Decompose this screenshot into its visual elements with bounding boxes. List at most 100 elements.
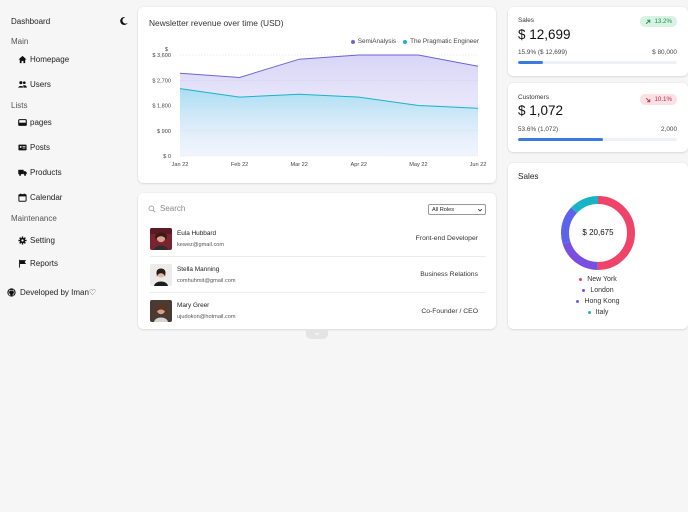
- progress-fill: [518, 61, 544, 64]
- section-maintenance: Maintenance: [11, 214, 57, 223]
- role-filter-value: All Roles: [432, 206, 455, 213]
- legend-label: The Pragmatic Engineer: [410, 38, 479, 45]
- sidebar-item-products[interactable]: Products: [18, 166, 62, 178]
- legend-label: New York: [587, 276, 617, 283]
- avatar: [150, 300, 172, 322]
- progress-text: 15.9% ($ 12,699): [518, 49, 568, 56]
- search-input[interactable]: [160, 204, 310, 213]
- x-tick-label: May 22: [409, 162, 427, 168]
- chart-legend: SemiAnalysis The Pragmatic Engineer: [350, 38, 479, 45]
- donut-segment[interactable]: [561, 196, 635, 270]
- sidebar-item-label: Setting: [30, 235, 55, 245]
- legend-label: Italy: [595, 309, 609, 316]
- sidebar-item-calendar[interactable]: Calendar: [18, 191, 62, 203]
- x-tick-label: Jun 22: [470, 162, 487, 168]
- developer-credit[interactable]: Developed by Iman♡: [7, 288, 96, 297]
- progress-bar: [518, 61, 677, 64]
- progress-fill: [518, 138, 604, 141]
- legend-item[interactable]: The Pragmatic Engineer: [403, 38, 479, 45]
- target-value: 2,000: [661, 126, 677, 133]
- donut-legend-item: Italy: [508, 309, 688, 316]
- customers-stat-card: Customers $ 1,072 10.1% 53.6% (1,072) 2,…: [508, 83, 688, 152]
- target-value: $ 80,000: [652, 49, 677, 56]
- sidebar-item-label: Reports: [30, 258, 59, 268]
- x-tick-label: Feb 22: [231, 162, 248, 168]
- sidebar-item-label: Posts: [30, 142, 51, 152]
- series-line: [179, 88, 479, 109]
- sales-stat-card: Sales $ 12,699 13.2% 15.9% ($ 12,699) $ …: [508, 7, 688, 76]
- stat-value: $ 1,072: [518, 103, 564, 118]
- chevron-down-icon: [314, 332, 320, 336]
- sidebar-item-setting[interactable]: Setting: [18, 234, 55, 246]
- role-filter-select[interactable]: All Roles: [428, 204, 486, 215]
- y-tick-label: $ 1,800: [152, 104, 171, 110]
- x-tick-label: Mar 22: [290, 162, 307, 168]
- section-lists: Lists: [11, 101, 28, 110]
- truck-icon: [18, 168, 27, 177]
- status-badge: 13.2%: [640, 16, 677, 27]
- y-tick-label: $ 2,700: [152, 78, 171, 84]
- table-row[interactable]: Eula Hubbard kewez@gmail.com Front-end D…: [150, 221, 486, 257]
- user-role: Business Relations: [420, 271, 478, 278]
- stat-value: $ 12,699: [518, 27, 571, 42]
- sidebar: Dashboard Main Homepage Users Lists page…: [0, 0, 132, 512]
- legend-label: Hong Kong: [584, 298, 620, 305]
- legend-dot: [403, 39, 408, 44]
- donut-total: $ 20,675: [582, 228, 614, 237]
- table-row[interactable]: Stella Manning comhuhmit@gmail.com Busin…: [150, 257, 486, 293]
- user-role: Front-end Developer: [415, 235, 478, 242]
- legend-dot: [576, 300, 580, 303]
- developer-credit-label: Developed by Iman♡: [20, 288, 97, 297]
- donut-legend-item: Hong Kong: [508, 298, 688, 305]
- flag-icon: [18, 259, 27, 268]
- x-tick-label: Apr 22: [351, 162, 367, 168]
- revenue-area-chart[interactable]: $ 0 $ 900 $ 1,800 $ 2,700 $ 3,600$ Jan 22 Feb …: [138, 7, 496, 183]
- sidebar-item-label: Calendar: [30, 192, 63, 202]
- revenue-chart-card: Newsletter revenue over time (USD) SemiA…: [138, 7, 496, 183]
- sidebar-item-users[interactable]: Users: [18, 78, 51, 90]
- legend-dot: [579, 278, 583, 281]
- user-name: Eula Hubbard: [177, 229, 217, 237]
- sidebar-item-label: pages: [30, 117, 52, 127]
- user-name: Stella Manning: [177, 265, 220, 273]
- sidebar-item-posts[interactable]: Posts: [18, 141, 50, 153]
- arrow-down-right-icon: [646, 97, 651, 102]
- legend-item[interactable]: SemiAnalysis: [350, 38, 396, 45]
- y-unit-label: $: [165, 47, 169, 53]
- users-icon: [18, 80, 27, 89]
- sidebar-item-homepage[interactable]: Homepage: [18, 53, 69, 65]
- y-tick-label: $ 3,600: [152, 53, 171, 59]
- sales-donut-chart[interactable]: [508, 163, 688, 329]
- user-email: comhuhmit@gmail.com: [177, 277, 236, 284]
- progress-bar: [518, 138, 677, 141]
- series-area: [180, 88, 478, 156]
- chart-title: Newsletter revenue over time (USD): [149, 18, 284, 28]
- app-title: Dashboard: [11, 16, 51, 26]
- x-tick-label: Jan 22: [172, 162, 189, 168]
- sidebar-item-reports[interactable]: Reports: [18, 257, 58, 269]
- table-row[interactable]: Mary Greer ujudokon@hotmail.com Co-Found…: [150, 293, 486, 329]
- id-card-icon: [18, 143, 27, 152]
- donut-segment[interactable]: [561, 196, 635, 270]
- sidebar-item-pages[interactable]: pages: [18, 116, 52, 128]
- badge-text: 13.2%: [654, 18, 672, 25]
- donut-legend-item: London: [508, 287, 688, 294]
- legend-dot: [350, 39, 355, 44]
- stat-label: Sales: [518, 17, 534, 24]
- github-icon: [7, 288, 16, 297]
- scroll-down-handle[interactable]: [306, 329, 328, 339]
- moon-icon[interactable]: [119, 16, 129, 26]
- stat-label: Customers: [518, 94, 549, 101]
- progress-text: 53.6% (1,072): [518, 126, 559, 133]
- status-badge: 10.1%: [640, 94, 677, 105]
- badge-text: 10.1%: [654, 96, 672, 103]
- user-name: Mary Greer: [177, 302, 210, 309]
- sidebar-item-label: Products: [30, 167, 62, 177]
- y-tick-label: $ 0: [163, 154, 171, 160]
- inbox-icon: [18, 118, 27, 127]
- avatar: [150, 263, 172, 286]
- legend-dot: [587, 311, 591, 314]
- y-tick-label: $ 900: [157, 129, 171, 135]
- sidebar-header: Dashboard: [11, 15, 129, 27]
- donut-title: Sales: [518, 172, 539, 181]
